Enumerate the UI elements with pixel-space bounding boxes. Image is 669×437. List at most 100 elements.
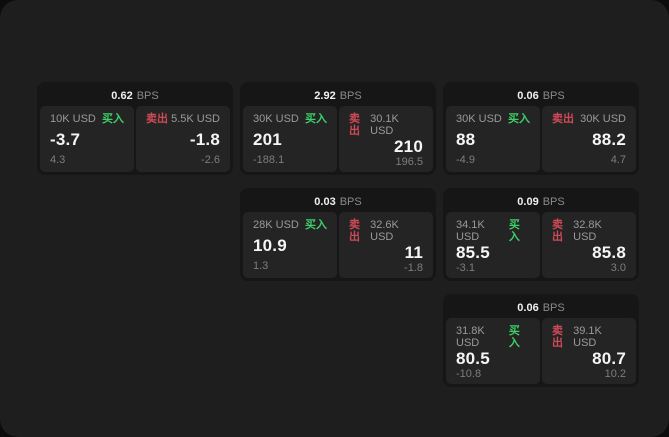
quote-card: 0.09 BPS 34.1K USD 买入 85.5 -3.1 卖出 32.8K…: [443, 188, 639, 281]
quote-card: 0.62 BPS 10K USD 买入 -3.7 4.3 卖出 5.5K USD…: [37, 82, 233, 175]
spread-header: 2.92 BPS: [243, 85, 433, 106]
buy-price: 201: [253, 130, 282, 149]
sell-amount: 39.1K USD: [573, 325, 602, 349]
buy-badge: 买入: [508, 219, 520, 243]
sell-amount: 30K USD: [580, 113, 626, 125]
sell-change: -2.6: [201, 154, 220, 166]
sell-change: 10.2: [604, 368, 626, 380]
quote-tiles: 28K USD 买入 10.9 1.3 卖出 32.6K USD 11 -1.8: [243, 212, 433, 278]
buy-change: -3.1: [456, 262, 475, 274]
buy-change: -10.8: [456, 368, 482, 380]
sell-change: -1.8: [404, 262, 423, 274]
buy-price: -3.7: [50, 130, 81, 149]
buy-price: 85.5: [456, 243, 490, 262]
spread-unit-label: BPS: [339, 89, 362, 102]
spread-header: 0.06 BPS: [446, 85, 636, 106]
buy-change: 1.3: [253, 260, 269, 272]
spread-value: 0.09: [517, 195, 539, 208]
buy-tile[interactable]: 31.8K USD 买入 80.5 -10.8: [446, 318, 540, 384]
spread-unit-label: BPS: [136, 89, 159, 102]
sell-amount: 30.1K USD: [370, 113, 399, 137]
sell-tile[interactable]: 卖出 32.8K USD 85.8 3.0: [542, 212, 636, 278]
spread-value: 0.62: [111, 89, 133, 102]
sell-tile-top: 卖出 32.6K USD: [349, 219, 423, 243]
quote-card: 0.03 BPS 28K USD 买入 10.9 1.3 卖出 32.6K US…: [240, 188, 436, 281]
sell-tile[interactable]: 卖出 32.6K USD 11 -1.8: [339, 212, 433, 278]
buy-amount: 30K USD: [253, 113, 299, 125]
sell-amount: 32.8K USD: [573, 219, 602, 243]
sell-price: 11: [404, 243, 423, 262]
quote-tiles: 30K USD 买入 88 -4.9 卖出 30K USD 88.2 4.7: [446, 106, 636, 172]
sell-tile-top: 卖出 30K USD: [552, 113, 626, 125]
buy-badge: 买入: [305, 219, 327, 231]
sell-tile[interactable]: 卖出 30.1K USD 210 196.5: [339, 106, 433, 172]
quote-tiles: 10K USD 买入 -3.7 4.3 卖出 5.5K USD -1.8 -2.…: [40, 106, 230, 172]
spread-unit-label: BPS: [339, 195, 362, 208]
buy-amount: 30K USD: [456, 113, 502, 125]
spread-header: 0.03 BPS: [243, 191, 433, 212]
spread-unit-label: BPS: [542, 89, 565, 102]
buy-tile[interactable]: 28K USD 买入 10.9 1.3: [243, 212, 337, 278]
sell-badge: 卖出: [552, 325, 563, 349]
sell-change: 4.7: [610, 154, 626, 166]
buy-amount: 10K USD: [50, 113, 96, 125]
buy-tile[interactable]: 30K USD 买入 201 -188.1: [243, 106, 337, 172]
spread-unit-label: BPS: [542, 301, 565, 314]
sell-price: 210: [394, 137, 423, 156]
sell-price: -1.8: [189, 130, 220, 149]
buy-price: 80.5: [456, 349, 490, 368]
quote-card: 0.06 BPS 30K USD 买入 88 -4.9 卖出 30K USD 8…: [443, 82, 639, 175]
buy-tile-top: 30K USD 买入: [456, 113, 530, 125]
sell-change: 3.0: [610, 262, 626, 274]
buy-tile[interactable]: 10K USD 买入 -3.7 4.3: [40, 106, 134, 172]
quote-tiles: 31.8K USD 买入 80.5 -10.8 卖出 39.1K USD 80.…: [446, 318, 636, 384]
sell-price: 85.8: [592, 243, 626, 262]
quote-card: 2.92 BPS 30K USD 买入 201 -188.1 卖出 30.1K …: [240, 82, 436, 175]
sell-badge: 卖出: [349, 113, 360, 137]
spread-value: 0.06: [517, 301, 539, 314]
spread-unit-label: BPS: [542, 195, 565, 208]
spread-header: 0.62 BPS: [40, 85, 230, 106]
sell-badge: 卖出: [552, 219, 563, 243]
buy-change: -4.9: [456, 154, 475, 166]
sell-amount: 32.6K USD: [370, 219, 399, 243]
quote-tiles: 34.1K USD 买入 85.5 -3.1 卖出 32.8K USD 85.8…: [446, 212, 636, 278]
buy-tile[interactable]: 34.1K USD 买入 85.5 -3.1: [446, 212, 540, 278]
spread-value: 2.92: [314, 89, 336, 102]
quote-card: 0.06 BPS 31.8K USD 买入 80.5 -10.8 卖出 39.1…: [443, 294, 639, 387]
spread-header: 0.09 BPS: [446, 191, 636, 212]
sell-change: 196.5: [395, 156, 423, 168]
buy-tile-top: 34.1K USD 买入: [456, 219, 530, 243]
sell-price: 80.7: [592, 349, 626, 368]
sell-tile-top: 卖出 30.1K USD: [349, 113, 423, 137]
sell-tile[interactable]: 卖出 39.1K USD 80.7 10.2: [542, 318, 636, 384]
sell-tile-top: 卖出 5.5K USD: [146, 113, 220, 125]
buy-amount: 28K USD: [253, 219, 299, 231]
buy-badge: 买入: [102, 113, 124, 125]
buy-price: 10.9: [253, 236, 287, 255]
spread-value: 0.06: [517, 89, 539, 102]
buy-tile-top: 28K USD 买入: [253, 219, 327, 231]
quote-grid: 0.62 BPS 10K USD 买入 -3.7 4.3 卖出 5.5K USD…: [37, 82, 639, 387]
sell-tile[interactable]: 卖出 30K USD 88.2 4.7: [542, 106, 636, 172]
buy-change: -188.1: [253, 154, 285, 166]
buy-price: 88: [456, 130, 476, 149]
sell-tile[interactable]: 卖出 5.5K USD -1.8 -2.6: [136, 106, 230, 172]
quote-tiles: 30K USD 买入 201 -188.1 卖出 30.1K USD 210 1…: [243, 106, 433, 172]
spread-value: 0.03: [314, 195, 336, 208]
sell-badge: 卖出: [146, 113, 168, 125]
buy-badge: 买入: [508, 113, 530, 125]
spread-header: 0.06 BPS: [446, 297, 636, 318]
buy-tile-top: 30K USD 买入: [253, 113, 327, 125]
sell-price: 88.2: [592, 130, 626, 149]
buy-badge: 买入: [305, 113, 327, 125]
buy-amount: 31.8K USD: [456, 325, 485, 349]
buy-tile-top: 31.8K USD 买入: [456, 325, 530, 349]
sell-badge: 卖出: [552, 113, 574, 125]
buy-tile-top: 10K USD 买入: [50, 113, 124, 125]
buy-badge: 买入: [508, 325, 520, 349]
buy-tile[interactable]: 30K USD 买入 88 -4.9: [446, 106, 540, 172]
buy-amount: 34.1K USD: [456, 219, 485, 243]
